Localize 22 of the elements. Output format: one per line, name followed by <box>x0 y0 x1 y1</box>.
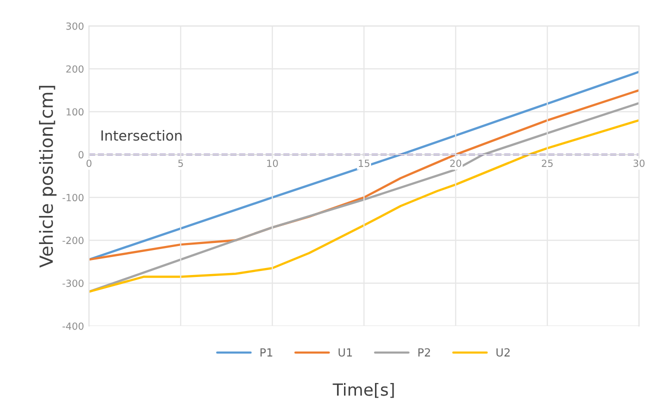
y-tick-label: -300 <box>62 280 84 287</box>
legend-label: P2 <box>418 348 430 356</box>
x-tick-label: 25 <box>542 160 553 167</box>
x-axis-title: Time[s] <box>332 383 394 398</box>
y-tick-label: 100 <box>66 108 84 116</box>
y-tick-label: -400 <box>62 322 84 330</box>
x-tick-label: 0 <box>86 160 92 167</box>
y-tick-label: -200 <box>62 236 84 244</box>
legend-label: U2 <box>496 348 510 357</box>
x-tick-label: 20 <box>450 160 462 167</box>
x-tick-label: 10 <box>267 160 278 167</box>
x-tick-label: 30 <box>634 160 645 167</box>
y-tick-label: -100 <box>62 194 84 202</box>
x-tick-label: 5 <box>178 160 183 167</box>
y-tick-label: 0 <box>78 151 84 158</box>
y-axis-title: Vehicle position[cm] <box>39 86 57 268</box>
y-tick-label: 300 <box>66 22 84 30</box>
y-tick-label: 200 <box>66 65 84 73</box>
ref-line-label: Intersection <box>101 130 182 141</box>
legend-label: P1 <box>260 348 272 356</box>
legend-label: U1 <box>338 348 352 357</box>
x-tick-label: 15 <box>358 160 370 167</box>
